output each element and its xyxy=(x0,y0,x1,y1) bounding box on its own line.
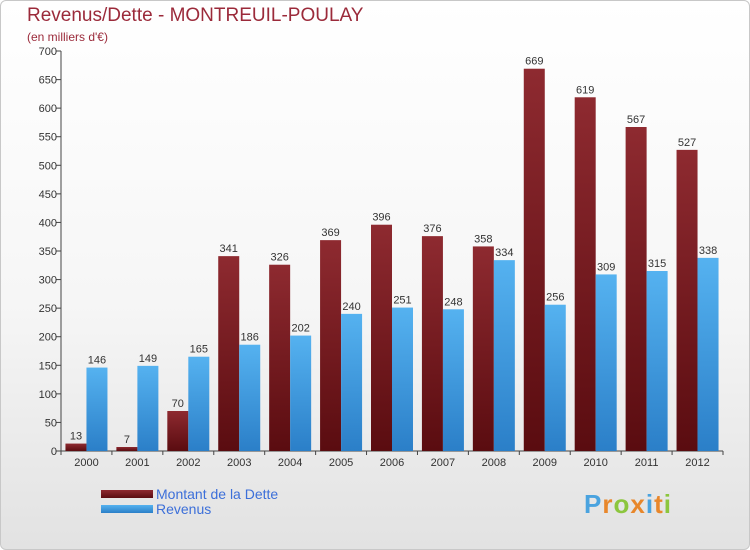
y-tick-label: 400 xyxy=(39,217,57,229)
data-label: 13 xyxy=(70,431,82,443)
bar-revenue xyxy=(595,274,617,451)
bar-revenue xyxy=(290,335,312,451)
bar-chart: 0 50 100 150 200 250 300 350 400 450 500 550 600 650 7… xyxy=(39,46,724,469)
data-label: 376 xyxy=(423,223,441,235)
bar-debt xyxy=(167,411,189,451)
value-labels: 13 146 7 149 70 165 341 186 326 202 369 240 396 251 37… xyxy=(70,56,717,446)
logo-letter: o xyxy=(613,489,631,519)
data-label: 396 xyxy=(372,212,390,224)
x-tick-label: 2007 xyxy=(431,457,455,469)
bar-debt xyxy=(625,127,647,451)
proxiti-logo: Proxiti xyxy=(584,489,672,520)
bar-revenue xyxy=(442,309,464,451)
bar-revenue xyxy=(137,365,159,451)
bar-debt xyxy=(320,240,342,451)
y-tick-label: 500 xyxy=(39,160,57,172)
data-label: 256 xyxy=(546,292,564,304)
x-tick-label: 2004 xyxy=(278,457,302,469)
bar-revenue xyxy=(544,304,566,451)
y-tick-label: 700 xyxy=(39,46,57,58)
data-label: 240 xyxy=(342,301,360,313)
y-tick-label: 600 xyxy=(39,103,57,115)
x-tick-label: 2005 xyxy=(329,457,353,469)
data-label: 70 xyxy=(172,398,184,410)
x-tick-label: 2002 xyxy=(176,457,200,469)
x-tick-label: 2012 xyxy=(685,457,709,469)
y-tick-label: 550 xyxy=(39,132,57,144)
x-tick-label: 2009 xyxy=(533,457,557,469)
y-tick-label: 250 xyxy=(39,303,57,315)
data-label: 149 xyxy=(139,353,157,365)
bar-revenue xyxy=(493,260,515,451)
x-tick-label: 2000 xyxy=(74,457,98,469)
data-label: 338 xyxy=(699,245,717,257)
data-label: 146 xyxy=(88,355,106,367)
y-tick-label: 50 xyxy=(45,417,57,429)
x-tick-label: 2008 xyxy=(482,457,506,469)
x-tick-label: 2001 xyxy=(125,457,149,469)
y-tick-label: 350 xyxy=(39,246,57,258)
bar-debt xyxy=(421,236,443,451)
legend-label-debt: Montant de la Dette xyxy=(156,486,279,502)
data-label: 527 xyxy=(678,137,696,149)
bar-revenue xyxy=(392,307,413,451)
logo-letter: P xyxy=(584,489,603,519)
legend-swatch-revenue xyxy=(101,505,153,513)
bar-debt xyxy=(218,256,240,451)
data-label: 369 xyxy=(321,227,339,239)
bar-debt xyxy=(65,443,87,451)
x-tick-label: 2006 xyxy=(380,457,404,469)
data-label: 165 xyxy=(190,344,208,356)
logo-letter: x xyxy=(630,489,646,519)
data-label: 567 xyxy=(627,114,645,126)
logo-letter: r xyxy=(602,489,614,519)
bar-revenue xyxy=(646,271,668,451)
x-tick-label: 2003 xyxy=(227,457,251,469)
bar-debt xyxy=(472,246,494,451)
logo-letter: i xyxy=(663,489,672,519)
y-tick-label: 0 xyxy=(51,446,57,458)
data-label: 326 xyxy=(270,252,288,264)
bar-debt xyxy=(676,149,698,451)
data-label: 251 xyxy=(393,295,411,307)
bar-revenue xyxy=(188,356,210,451)
data-label: 7 xyxy=(124,434,130,446)
data-label: 309 xyxy=(597,261,615,273)
y-tick-label: 200 xyxy=(39,332,57,344)
bar-revenue xyxy=(697,257,719,451)
bar-debt xyxy=(116,447,138,451)
data-label: 248 xyxy=(444,296,462,308)
legend-label-revenue: Revenus xyxy=(156,501,212,517)
data-label: 341 xyxy=(220,243,238,255)
bar-revenue xyxy=(86,367,108,451)
data-label: 358 xyxy=(474,233,492,245)
bar-debt xyxy=(371,224,392,451)
x-tick-label: 2011 xyxy=(635,457,659,469)
chart-title: Revenus/Dette - MONTREUIL-POULAY xyxy=(27,5,364,26)
bar-revenue xyxy=(341,313,363,451)
chart-subtitle: (en milliers d'€) xyxy=(27,30,108,44)
data-label: 186 xyxy=(241,332,259,344)
legend-swatch-debt xyxy=(101,490,153,498)
data-label: 334 xyxy=(495,247,513,259)
bar-debt xyxy=(269,264,291,451)
data-label: 315 xyxy=(648,258,666,270)
y-tick-label: 450 xyxy=(39,189,57,201)
data-label: 202 xyxy=(291,323,309,335)
bar-debt xyxy=(574,97,596,452)
y-tick-label: 650 xyxy=(39,75,57,87)
y-tick-label: 100 xyxy=(39,389,57,401)
logo-letter: i xyxy=(645,489,655,519)
data-label: 669 xyxy=(525,56,543,68)
bars xyxy=(65,68,719,452)
y-tick-label: 300 xyxy=(39,275,57,287)
bar-revenue xyxy=(239,344,261,451)
y-tick-label: 150 xyxy=(39,360,57,372)
x-tick-label: 2010 xyxy=(583,457,607,469)
data-label: 619 xyxy=(576,84,594,96)
logo-letter: t xyxy=(654,489,664,519)
bar-debt xyxy=(523,68,545,451)
